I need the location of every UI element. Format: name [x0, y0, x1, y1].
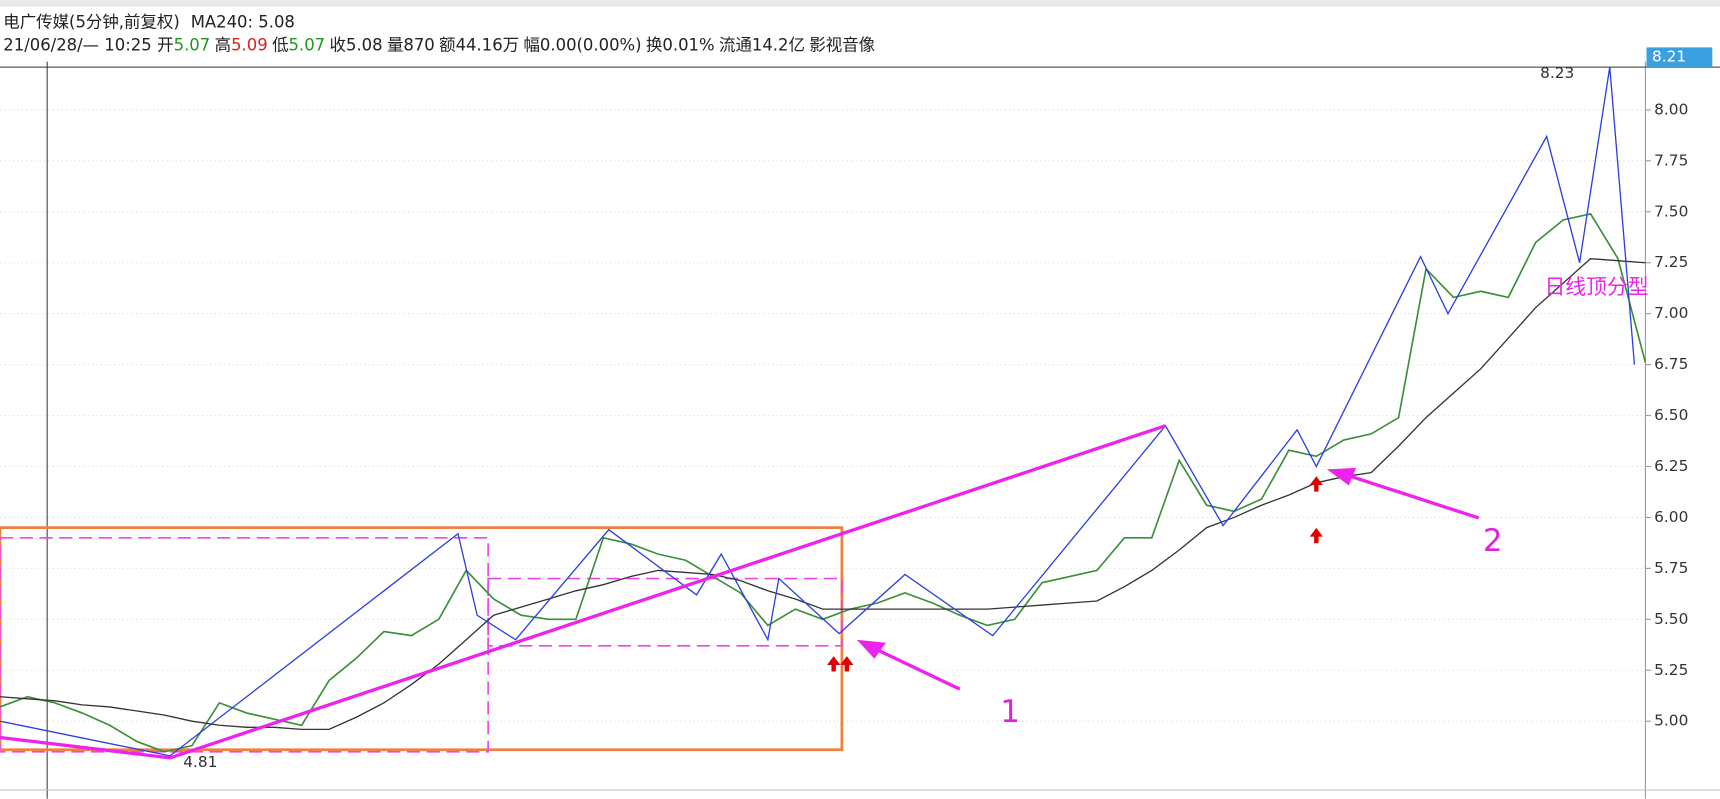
- volume: 量870: [387, 36, 435, 55]
- range-box: [0, 536, 489, 753]
- range-box: [0, 526, 844, 752]
- tab-strip: [0, 0, 1720, 7]
- ma-value: MA240: 5.08: [191, 13, 295, 32]
- high: 5.09: [231, 36, 268, 55]
- y-tick-label: 7.75: [1654, 151, 1688, 169]
- arrow-head: [1326, 467, 1357, 486]
- zigzag-line: [0, 67, 1636, 757]
- y-tick-label: 5.00: [1654, 712, 1688, 730]
- y-tick-label: 6.75: [1654, 355, 1688, 373]
- y-tick-label: 5.50: [1654, 610, 1688, 628]
- up-arrow: [827, 656, 841, 672]
- plot: 5.00 5.25 5.50 5.75 6.00 6.25 6.50 6.75 7.00 7.25…: [0, 47, 1720, 760]
- y-tick-label: 6.25: [1654, 457, 1688, 475]
- y-tick-label: 6.00: [1654, 508, 1688, 526]
- high-label: 8.23: [1540, 64, 1574, 82]
- label: 低: [272, 36, 288, 55]
- close: 收5.08: [330, 36, 383, 55]
- float: 流通14.2亿: [719, 36, 805, 55]
- y-tick-label: 5.25: [1654, 661, 1688, 679]
- pointer-2: [1343, 472, 1480, 520]
- up-arrow: [1309, 527, 1323, 544]
- label: 开: [157, 36, 173, 55]
- turnover: 换0.01%: [646, 36, 715, 55]
- stock-name: 电广传媒(5分钟,前复权): [3, 13, 179, 32]
- pointer-1: [871, 645, 961, 691]
- low: 5.07: [289, 36, 326, 55]
- y-tick-label: 5.75: [1654, 559, 1688, 577]
- amount: 额44.16万: [439, 36, 519, 55]
- y-tick-label: 7.00: [1654, 304, 1688, 322]
- header-line-1: 电广传媒(5分钟,前复权) MA240: 5.08: [3, 13, 295, 32]
- low-label: 4.81: [183, 753, 217, 771]
- red-arrows: [827, 476, 1323, 672]
- change: 幅0.00(0.00%): [523, 36, 641, 55]
- y-tick-label: 7.25: [1654, 253, 1688, 271]
- arrow-head: [856, 639, 887, 659]
- note-2: 2: [1483, 523, 1503, 559]
- price-line: [0, 212, 1647, 753]
- note-1: 1: [1000, 694, 1020, 730]
- trend-line: [0, 424, 1167, 760]
- moving-average: [0, 257, 1646, 731]
- up-arrow: [840, 656, 854, 672]
- pointer-arrows: [856, 467, 1480, 691]
- price-label: 8.21: [1652, 48, 1686, 66]
- label: 高: [215, 36, 231, 55]
- open: 5.07: [174, 36, 211, 55]
- y-tick-label: 7.50: [1654, 202, 1688, 220]
- header-line-2: 21/06/28/— 10:25 开5.07 高5.09 低5.07 收5.08 量870…: [3, 36, 875, 55]
- price-box: [1646, 47, 1713, 68]
- time: 21/06/28/— 10:25: [3, 36, 151, 55]
- pattern-note: 日线顶分型: [1544, 275, 1648, 299]
- sector: 影视音像: [809, 36, 875, 55]
- up-arrow: [1309, 476, 1323, 492]
- y-tick-label: 8.00: [1654, 100, 1688, 118]
- y-tick-label: 6.50: [1654, 406, 1688, 424]
